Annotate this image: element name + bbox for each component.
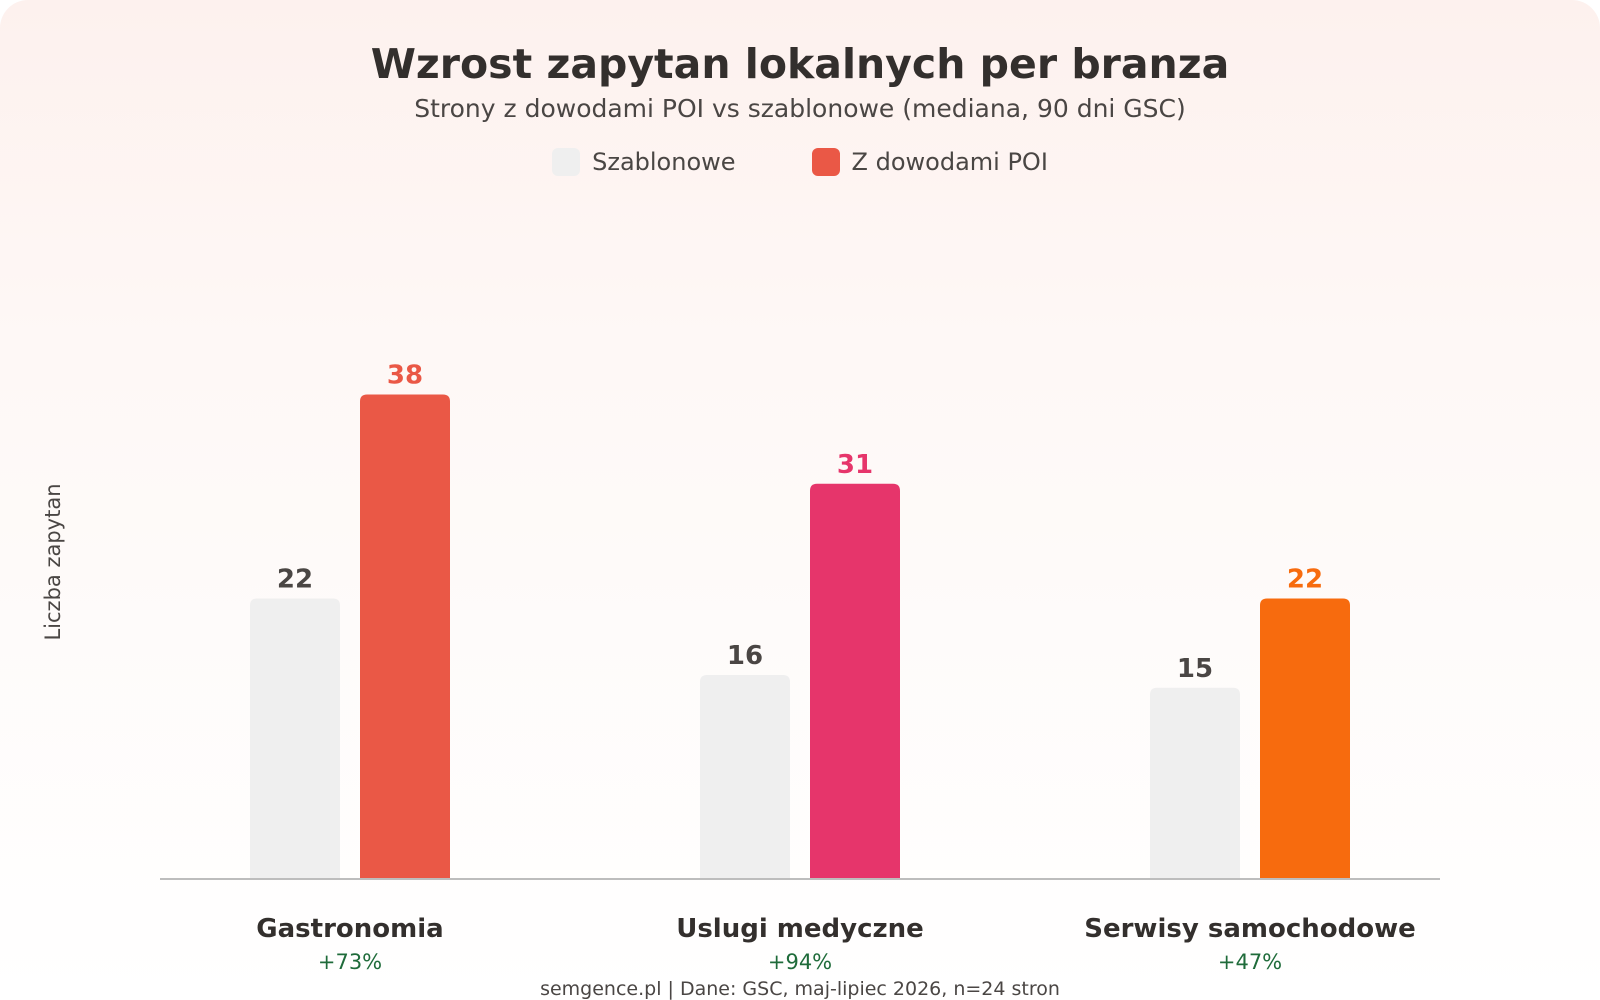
value-label-szablonowe-serwisy-samochodowe: 15 bbox=[1177, 654, 1213, 684]
legend-swatch-szablonowe bbox=[552, 148, 581, 176]
value-label-szablonowe-gastronomia: 22 bbox=[277, 565, 313, 595]
bar-szablonowe-serwisy-samochodowe bbox=[1150, 687, 1240, 879]
legend-label-poi: Z dowodami POI bbox=[851, 148, 1048, 176]
legend-item-poi: Z dowodami POI bbox=[811, 148, 1048, 176]
value-label-z-dowodami-poi-uslugi-medyczne: 31 bbox=[837, 450, 873, 480]
category-label-serwisy-samochodowe: Serwisy samochodowe bbox=[1084, 914, 1416, 944]
bar-szablonowe-gastronomia bbox=[250, 598, 340, 879]
category-growth-serwisy-samochodowe: +47% bbox=[1217, 950, 1283, 974]
legend-item-szablonowe: Szablonowe bbox=[552, 148, 736, 176]
legend-label-szablonowe: Szablonowe bbox=[592, 148, 736, 176]
legend-swatch-poi bbox=[811, 148, 840, 176]
value-label-z-dowodami-poi-gastronomia: 38 bbox=[387, 361, 423, 391]
category-growth-gastronomia: +73% bbox=[317, 950, 383, 974]
value-label-szablonowe-uslugi-medyczne: 16 bbox=[727, 641, 763, 671]
bar-z-dowodami-poi-serwisy-samochodowe bbox=[1260, 598, 1350, 879]
legend: Szablonowe Z dowodami POI bbox=[0, 148, 1600, 176]
bar-z-dowodami-poi-gastronomia bbox=[360, 394, 450, 879]
category-label-gastronomia: Gastronomia bbox=[256, 914, 444, 944]
chart-title: Wzrost zapytan lokalnych per branza bbox=[370, 40, 1230, 88]
bar-z-dowodami-poi-uslugi-medyczne bbox=[810, 483, 900, 879]
category-label-uslugi-medyczne: Uslugi medyczne bbox=[676, 914, 924, 944]
bar-szablonowe-uslugi-medyczne bbox=[700, 675, 790, 879]
footer-source: semgence.pl | Dane: GSC, maj-lipiec 2026… bbox=[540, 978, 1060, 1000]
value-label-z-dowodami-poi-serwisy-samochodowe: 22 bbox=[1287, 565, 1323, 595]
bars-group: 22 38 16 31 15 22 bbox=[250, 361, 1350, 879]
category-growth-uslugi-medyczne: +94% bbox=[767, 950, 833, 974]
chart-subtitle: Strony z dowodami POI vs szablonowe (med… bbox=[414, 94, 1186, 123]
